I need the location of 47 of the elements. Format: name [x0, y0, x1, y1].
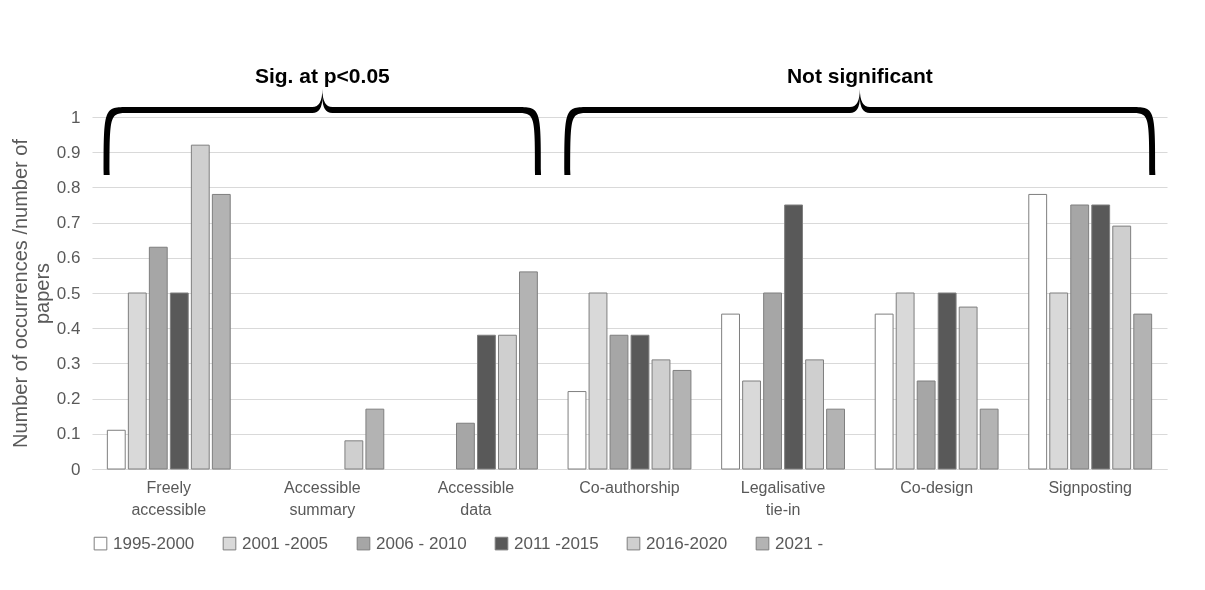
bar	[148, 246, 168, 470]
bar	[1070, 204, 1090, 470]
bar	[1028, 193, 1048, 470]
y-tick-label: 0.9	[56, 142, 81, 162]
bar	[1133, 313, 1153, 470]
y-tick-label: 0.4	[56, 318, 81, 338]
x-tick-label: Legalisative tie-in	[740, 478, 826, 518]
y-axis-title: Number of occurrences /number of papers	[8, 138, 53, 449]
legend-label: 2011 -2015	[514, 533, 599, 553]
y-tick-label: 0	[71, 459, 81, 479]
y-tick-label: 0.7	[56, 213, 81, 233]
bar	[1091, 204, 1111, 470]
x-tick-label: Signposting	[1048, 478, 1133, 496]
bar	[211, 193, 231, 470]
x-tick-label: Accessible summary	[284, 478, 361, 518]
bar	[874, 313, 894, 470]
bar	[106, 429, 126, 470]
bar	[826, 408, 845, 470]
bar	[784, 204, 803, 470]
legend-label: 1995-2000	[113, 533, 195, 553]
bar	[763, 292, 782, 470]
legend-label: 2016-2020	[646, 533, 728, 553]
bar	[477, 334, 496, 470]
legend-label: 2021 -	[775, 533, 824, 553]
y-tick-label: 0.3	[56, 353, 81, 373]
x-tick-label: Co-authorship	[579, 478, 680, 496]
y-tick-label: 0.1	[56, 424, 81, 444]
bar	[519, 271, 538, 470]
x-tick-label: Accessible data	[437, 478, 515, 518]
legend-label: 2006 - 2010	[376, 533, 467, 553]
bar	[979, 408, 999, 470]
bar	[916, 380, 936, 470]
y-tick-label: 1	[71, 107, 81, 127]
bar	[365, 408, 385, 470]
y-tick-label: 0.2	[56, 389, 81, 409]
legend-label: 2001 -2005	[242, 533, 329, 553]
y-tick-label: 0.5	[56, 283, 81, 303]
bar	[169, 292, 189, 470]
bar	[456, 422, 475, 470]
text: Sig. at p<0.05	[254, 64, 391, 87]
y-tick-label: 0.8	[56, 177, 81, 197]
x-tick-label: Co-design	[900, 478, 974, 496]
x-tick-label: Freely accessible	[131, 478, 207, 518]
bar	[721, 313, 740, 470]
bar	[937, 292, 957, 470]
y-tick-label: 0.6	[56, 248, 81, 268]
text: Not significant	[786, 64, 933, 87]
